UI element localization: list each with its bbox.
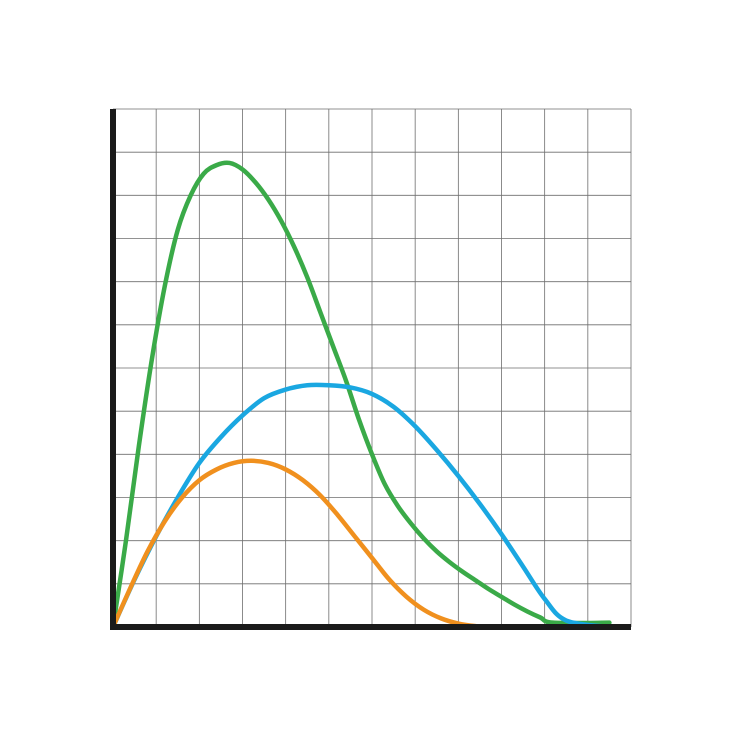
- grid: [112, 108, 632, 628]
- axes: [110, 109, 631, 630]
- series-line-1: [110, 160, 612, 630]
- series-group: [110, 160, 612, 630]
- series-line-2: [110, 382, 612, 630]
- series-line-3: [110, 458, 612, 630]
